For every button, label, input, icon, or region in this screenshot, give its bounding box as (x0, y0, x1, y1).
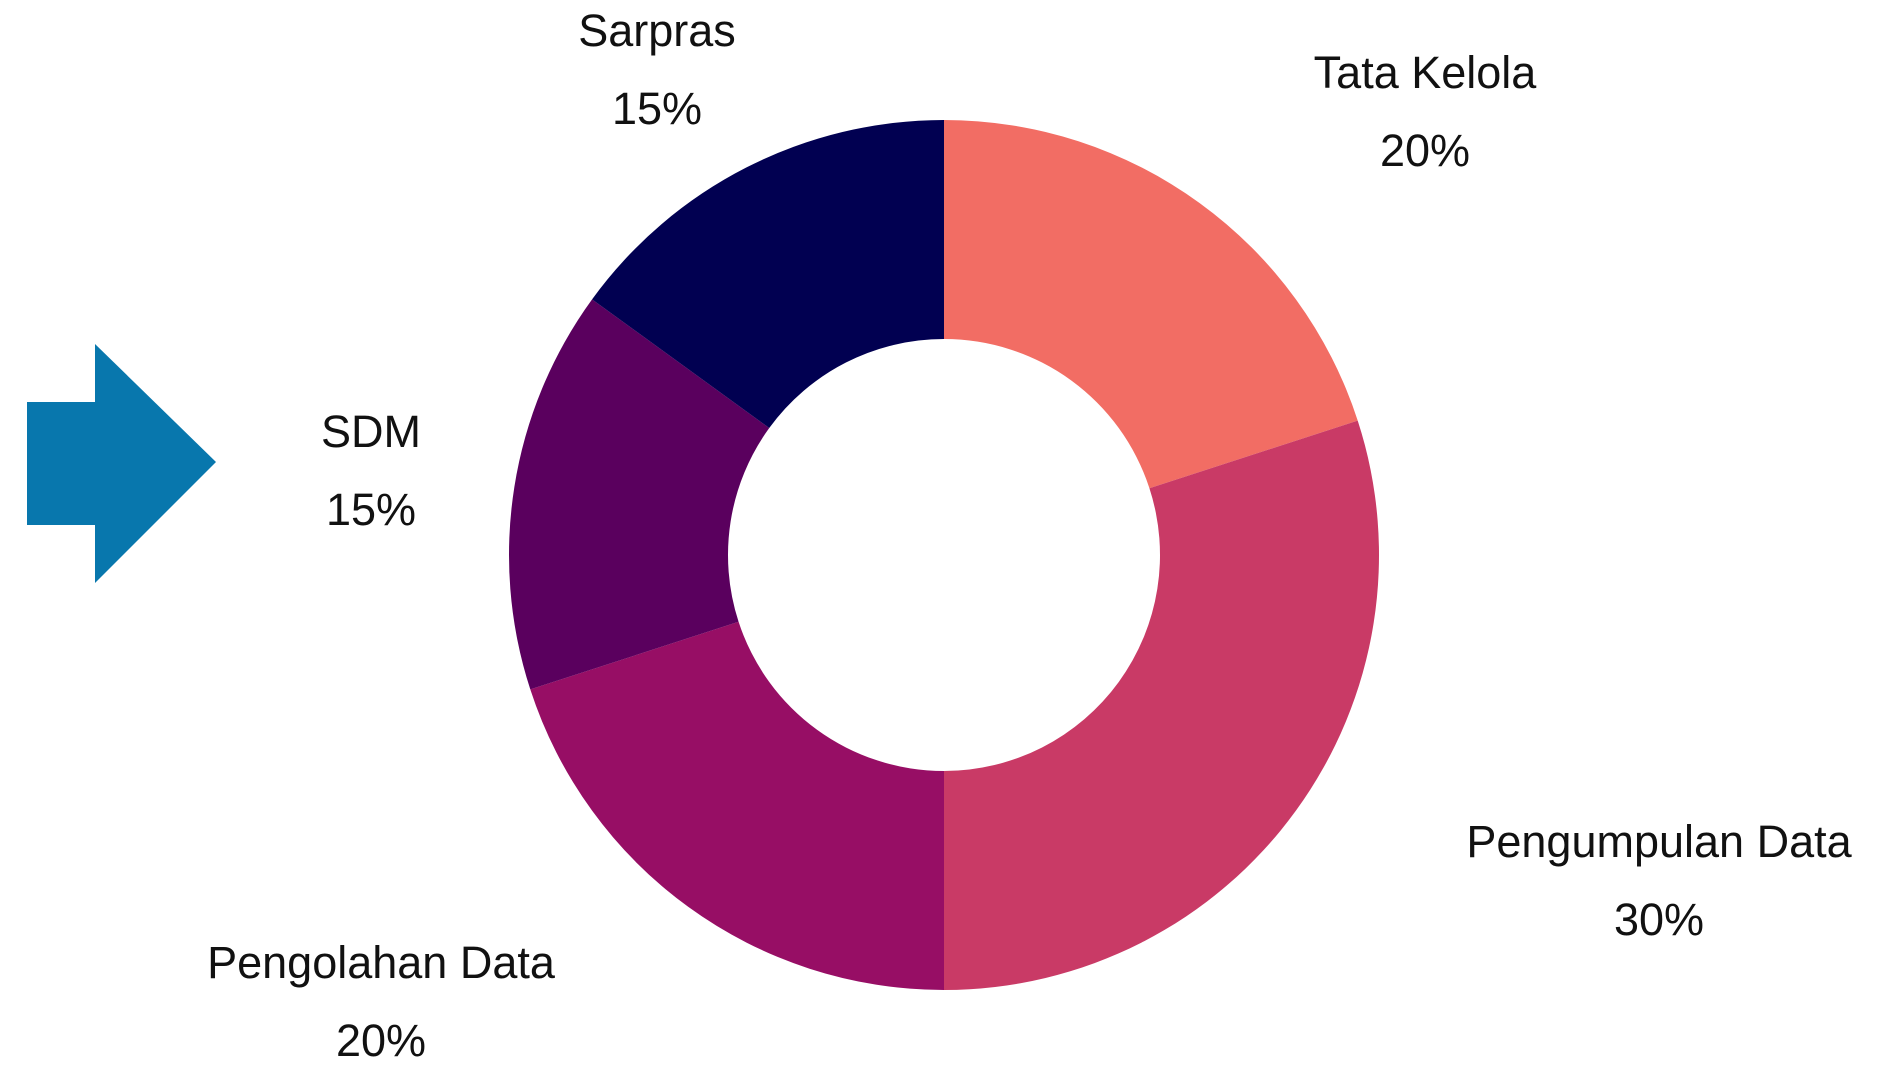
category-label: SDM (321, 406, 421, 457)
category-label: Tata Kelola (1314, 47, 1538, 98)
arrow-icon (27, 344, 216, 583)
category-label: Pengumpulan Data (1466, 816, 1852, 867)
value-label: 30% (1614, 894, 1704, 945)
value-label: 20% (1380, 125, 1470, 176)
donut-segment (508, 299, 770, 690)
value-label: 20% (336, 1015, 426, 1066)
value-label: 15% (612, 83, 702, 134)
donut-segment (592, 120, 944, 429)
donut-segment (944, 120, 1358, 489)
donut-segment (944, 420, 1379, 990)
category-label: Pengolahan Data (207, 937, 556, 988)
category-label: Sarpras (578, 5, 736, 56)
donut-segment (530, 621, 944, 990)
value-label: 15% (326, 484, 416, 535)
